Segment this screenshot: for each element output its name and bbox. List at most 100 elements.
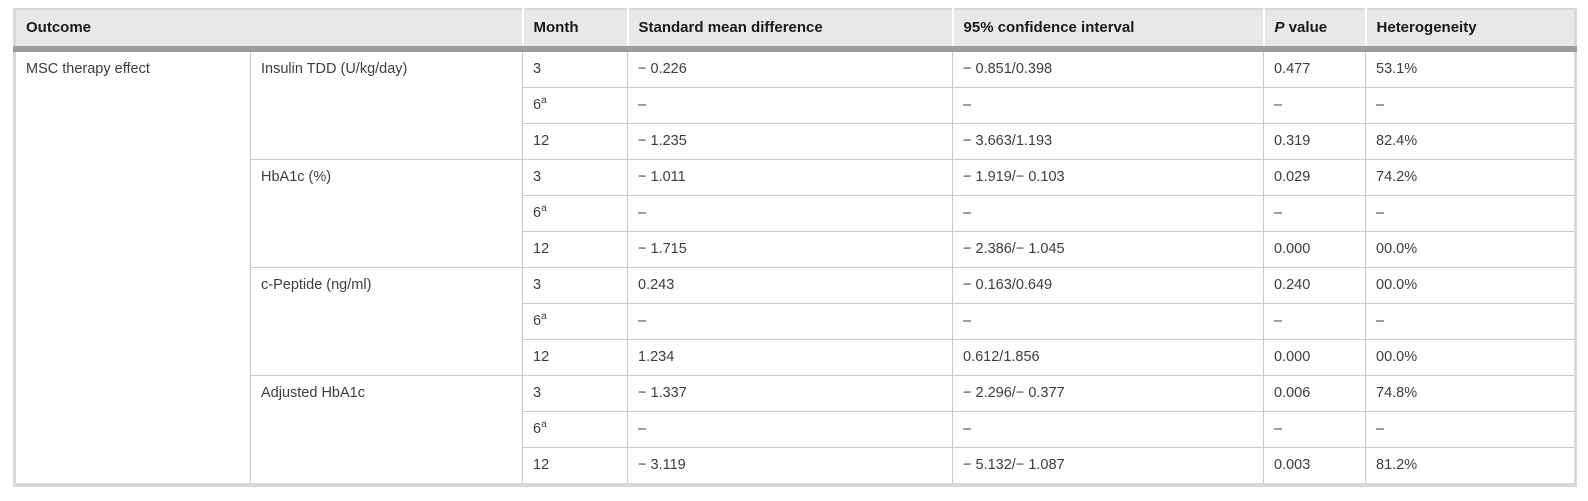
col-header-outcome: Outcome <box>14 9 523 52</box>
month-value: 3 <box>533 385 542 401</box>
het-cell: 00.0% <box>1365 267 1576 304</box>
pvalue-cell: – <box>1263 87 1366 124</box>
month-cell: 6a <box>522 303 628 340</box>
het-cell: 00.0% <box>1365 231 1576 268</box>
het-cell: – <box>1365 87 1576 124</box>
pvalue-cell: 0.006 <box>1263 375 1366 412</box>
table-row: Adjusted HbA1c 3 − 1.337 − 2.296/− 0.377… <box>15 375 1576 485</box>
measure-cell: Insulin TDD (U/kg/day) <box>249 48 523 160</box>
month-cell: 3 <box>522 267 628 304</box>
table-row: 12 − 1.715 − 2.386/− 1.045 0.000 00.0% <box>15 231 1576 268</box>
ci-cell: – <box>952 87 1264 124</box>
table-row: HbA1c (%) 3 − 1.011 − 1.919/− 0.103 0.02… <box>15 159 1576 268</box>
smd-cell: − 3.119 <box>627 447 953 485</box>
month-value: 3 <box>533 169 542 185</box>
table-row: 6a – – – – <box>15 303 1576 340</box>
het-cell: 00.0% <box>1365 339 1576 376</box>
measure-cell: HbA1c (%) <box>249 159 523 268</box>
col-header-heterogeneity: Heterogeneity <box>1364 9 1576 52</box>
smd-cell: − 1.235 <box>627 123 953 160</box>
smd-cell: – <box>627 303 953 340</box>
month-cell: 3 <box>522 48 628 88</box>
pvalue-cell: 0.003 <box>1263 447 1366 485</box>
het-cell: 53.1% <box>1365 48 1576 88</box>
het-cell: 81.2% <box>1365 447 1576 485</box>
outcome-cell: MSC therapy effect <box>14 48 251 485</box>
table-row: 12 1.234 0.612/1.856 0.000 00.0% <box>15 339 1576 376</box>
month-value: 12 <box>533 241 550 257</box>
month-value: 12 <box>533 349 550 365</box>
pvalue-cell: 0.477 <box>1263 48 1366 88</box>
measure-cell: c-Peptide (ng/ml) <box>249 267 523 376</box>
smd-cell: 1.234 <box>627 339 953 376</box>
col-header-smd: Standard mean difference <box>626 9 953 52</box>
col-header-month: Month <box>521 9 628 52</box>
smd-cell: – <box>627 195 953 232</box>
table-row: 6a – – – – <box>15 195 1576 232</box>
ci-cell: 0.612/1.856 <box>952 339 1264 376</box>
month-value: 6 <box>533 421 542 437</box>
het-cell: 74.2% <box>1365 159 1576 196</box>
ci-cell: – <box>952 303 1264 340</box>
ci-cell: – <box>952 195 1264 232</box>
smd-cell: − 1.337 <box>627 375 953 412</box>
het-cell: – <box>1365 411 1576 448</box>
col-header-ci: 95% confidence interval <box>951 9 1264 52</box>
table-row: c-Peptide (ng/ml) 3 0.243 − 0.163/0.649 … <box>15 267 1576 376</box>
ci-cell: − 5.132/− 1.087 <box>952 447 1264 485</box>
pvalue-cell: 0.240 <box>1263 267 1366 304</box>
smd-cell: – <box>627 87 953 124</box>
pvalue-cell: – <box>1263 195 1366 232</box>
smd-cell: − 0.226 <box>627 48 953 88</box>
pvalue-cell: 0.029 <box>1263 159 1366 196</box>
month-cell: 12 <box>522 123 628 160</box>
ci-cell: − 2.296/− 0.377 <box>952 375 1264 412</box>
month-cell: 3 <box>522 375 628 412</box>
month-cell: 6a <box>522 411 628 448</box>
smd-cell: − 1.011 <box>627 159 953 196</box>
measure-cell: Adjusted HbA1c <box>249 375 523 485</box>
month-cell: 6a <box>522 87 628 124</box>
pvalue-cell: 0.000 <box>1263 231 1366 268</box>
table-row: MSC therapy effect Insulin TDD (U/kg/day… <box>14 48 1576 485</box>
het-cell: – <box>1365 195 1576 232</box>
month-value: 3 <box>533 277 542 293</box>
ci-cell: − 0.163/0.649 <box>952 267 1264 304</box>
table-row: 6a – – – – <box>15 411 1576 448</box>
month-cell: 12 <box>522 231 628 268</box>
ci-cell: − 3.663/1.193 <box>952 123 1264 160</box>
pvalue-header-rest: value <box>1288 19 1328 36</box>
pvalue-cell: 0.319 <box>1263 123 1366 160</box>
month-value: 6 <box>533 313 542 329</box>
smd-cell: − 1.715 <box>627 231 953 268</box>
smd-cell: – <box>627 411 953 448</box>
month-value: 3 <box>533 61 542 77</box>
month-cell: 6a <box>522 195 628 232</box>
ci-cell: − 1.919/− 0.103 <box>952 159 1264 196</box>
month-value: 6 <box>533 97 542 113</box>
het-cell: – <box>1365 303 1576 340</box>
pvalue-cell: 0.000 <box>1263 339 1366 376</box>
month-superscript: a <box>541 419 547 431</box>
month-superscript: a <box>541 311 547 323</box>
ci-cell: − 0.851/0.398 <box>952 48 1264 88</box>
header-row: Outcome Month Standard mean difference 9… <box>14 9 1576 52</box>
het-cell: 82.4% <box>1365 123 1576 160</box>
month-value: 6 <box>533 205 542 221</box>
month-superscript: a <box>541 95 547 107</box>
month-value: 12 <box>533 133 550 149</box>
table-row: 12 − 3.119 − 5.132/− 1.087 0.003 81.2% <box>15 447 1576 485</box>
month-cell: 12 <box>522 447 628 485</box>
ci-cell: – <box>952 411 1264 448</box>
pvalue-header-p: P <box>1274 19 1285 36</box>
ci-cell: − 2.386/− 1.045 <box>952 231 1264 268</box>
results-table: Outcome Month Standard mean difference 9… <box>13 8 1578 487</box>
het-cell: 74.8% <box>1365 375 1576 412</box>
month-cell: 3 <box>522 159 628 196</box>
table-row: 6a – – – – <box>15 87 1576 124</box>
pvalue-cell: – <box>1263 411 1366 448</box>
month-cell: 12 <box>522 339 628 376</box>
smd-cell: 0.243 <box>627 267 953 304</box>
